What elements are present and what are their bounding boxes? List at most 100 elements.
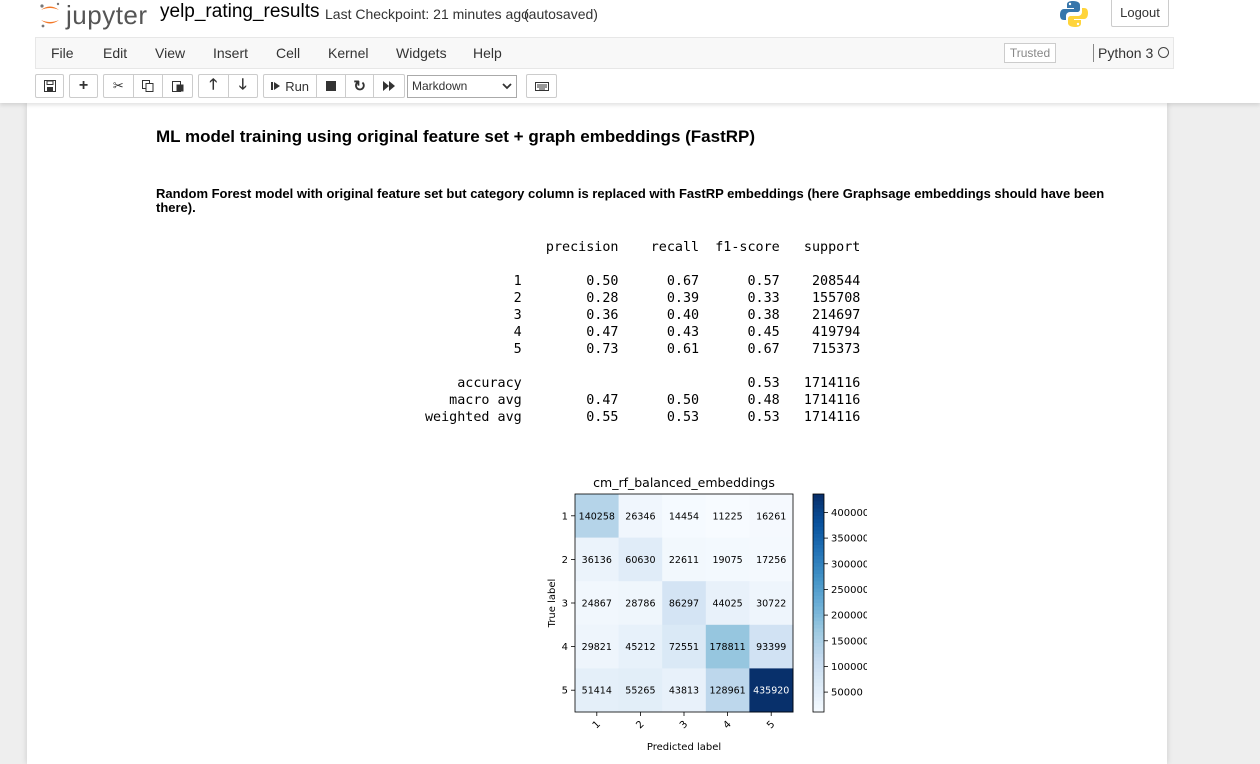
cell-value-label: 72551 <box>669 642 699 653</box>
menu-insert[interactable]: Insert <box>213 45 249 61</box>
paste-icon[interactable] <box>162 75 192 97</box>
colorbar-segment <box>813 603 824 608</box>
colorbar-segment <box>813 632 824 637</box>
arrow-down-icon[interactable]: 🡓 <box>227 75 258 97</box>
jupyter-logo[interactable]: jupyter <box>38 0 148 30</box>
save-button[interactable] <box>35 74 64 98</box>
colorbar-segment <box>813 650 824 655</box>
cell-value-label: 17256 <box>756 555 786 566</box>
restart-icon[interactable]: ↻ <box>344 75 374 97</box>
colorbar-frame <box>812 493 825 713</box>
menu-kernel[interactable]: Kernel <box>328 45 369 61</box>
colorbar-segment <box>813 690 824 695</box>
colorbar-segment <box>813 613 824 619</box>
menu-view[interactable]: View <box>155 45 186 61</box>
colorbar-tick-label: 300000 <box>831 559 867 570</box>
cell-value-label: 86297 <box>669 599 699 610</box>
cell-value-label: 55265 <box>625 686 655 697</box>
colorbar-segment <box>813 686 824 691</box>
insert-cell-button[interactable]: + <box>69 74 98 98</box>
cell-value-label: 51414 <box>582 686 612 697</box>
colorbar-tick-label: 150000 <box>831 636 867 647</box>
cell-value-label: 45212 <box>625 642 655 653</box>
python-logo-icon <box>1060 1 1088 27</box>
colorbar-segment <box>813 530 824 535</box>
arrow-up-icon[interactable]: 🡑 <box>209 75 218 93</box>
keyboard-icon <box>527 75 556 97</box>
colorbar-segment <box>813 624 824 630</box>
heatmap-cell <box>618 624 663 669</box>
colorbar-tick-label: 350000 <box>831 534 867 545</box>
x-tick-label: 5 <box>765 719 777 731</box>
copy-icon[interactable] <box>132 75 163 97</box>
fast-forward-icon[interactable] <box>373 75 404 97</box>
cell-value-label: 44025 <box>712 599 742 610</box>
run-button[interactable]: Run <box>264 75 316 97</box>
colorbar-segment <box>813 628 824 633</box>
cell-value-label: 140258 <box>579 511 615 522</box>
heatmap-cell <box>749 494 794 539</box>
markdown-heading: ML model training using original feature… <box>156 127 756 146</box>
heatmap-cell <box>662 494 707 539</box>
colorbar-segment <box>813 497 824 502</box>
colorbar-segment <box>813 526 824 531</box>
colorbar-segment <box>813 563 824 568</box>
colorbar-segment <box>813 504 824 510</box>
colorbar-segment <box>813 584 824 590</box>
y-tick-label: 2 <box>562 555 568 566</box>
logout-button[interactable]: Logout <box>1111 0 1169 27</box>
kernel-name[interactable]: Python 3 <box>1098 45 1154 61</box>
colorbar-segment <box>813 610 824 615</box>
notebook-header: jupyter yelp_rating_results Last Checkpo… <box>0 0 1260 103</box>
heatmap-cell <box>749 537 794 582</box>
colorbar-segment <box>813 617 824 622</box>
x-tick-label: 1 <box>591 719 603 731</box>
heatmap-cell <box>575 624 620 669</box>
heatmap-cell <box>705 624 750 669</box>
cell-type-select[interactable]: Markdown <box>407 75 517 98</box>
y-tick-label: 5 <box>562 686 568 697</box>
checkpoint-status: Last Checkpoint: 21 minutes ago <box>325 6 529 22</box>
edit-button-group: ✂ <box>103 74 193 98</box>
cell-value-label: 178811 <box>709 642 745 653</box>
menu-edit[interactable]: Edit <box>103 45 128 61</box>
heatmap-cell <box>575 668 620 713</box>
heatmap-cell <box>662 668 707 713</box>
cut-icon[interactable]: ✂ <box>112 78 124 93</box>
cell-value-label: 26346 <box>625 511 655 522</box>
x-tick-label: 3 <box>678 719 690 731</box>
trusted-indicator[interactable]: Trusted <box>1004 43 1056 63</box>
colorbar-segment <box>813 668 824 673</box>
cell-value-label: 14454 <box>669 511 699 522</box>
colorbar-segment <box>813 552 824 557</box>
stop-icon[interactable] <box>316 75 345 97</box>
menubar: File Edit View Insert Cell Kernel Widget… <box>35 37 1174 69</box>
menu-file[interactable]: File <box>51 45 74 61</box>
heatmap-cell <box>749 581 794 626</box>
menu-widgets[interactable]: Widgets <box>396 45 447 61</box>
menu-help[interactable]: Help <box>473 45 502 61</box>
colorbar-segment <box>813 682 824 688</box>
heatmap-cell <box>575 494 620 539</box>
colorbar-segment <box>813 635 824 640</box>
x-axis-label: Predicted label <box>647 742 721 753</box>
cell-value-label: 22611 <box>669 555 699 566</box>
colorbar-segment <box>813 544 824 550</box>
colorbar-tick-label: 50000 <box>831 688 863 699</box>
markdown-description: Random Forest model with original featur… <box>156 186 1105 215</box>
colorbar-segment <box>813 570 824 575</box>
colorbar-segment <box>813 704 824 709</box>
colorbar-segment <box>813 621 824 626</box>
colorbar-segment <box>813 566 824 571</box>
heatmap-cell <box>662 624 707 669</box>
colorbar-tick-label: 200000 <box>831 611 867 622</box>
colorbar-segment <box>813 642 824 648</box>
notebook-container: ML model training using original feature… <box>27 103 1167 764</box>
colorbar-segment <box>813 599 824 604</box>
command-palette-button[interactable] <box>526 74 557 98</box>
menu-cell[interactable]: Cell <box>276 45 301 61</box>
colorbar-segment <box>813 646 824 651</box>
cell-value-label: 435920 <box>753 686 789 697</box>
notebook-name[interactable]: yelp_rating_results <box>160 1 320 22</box>
